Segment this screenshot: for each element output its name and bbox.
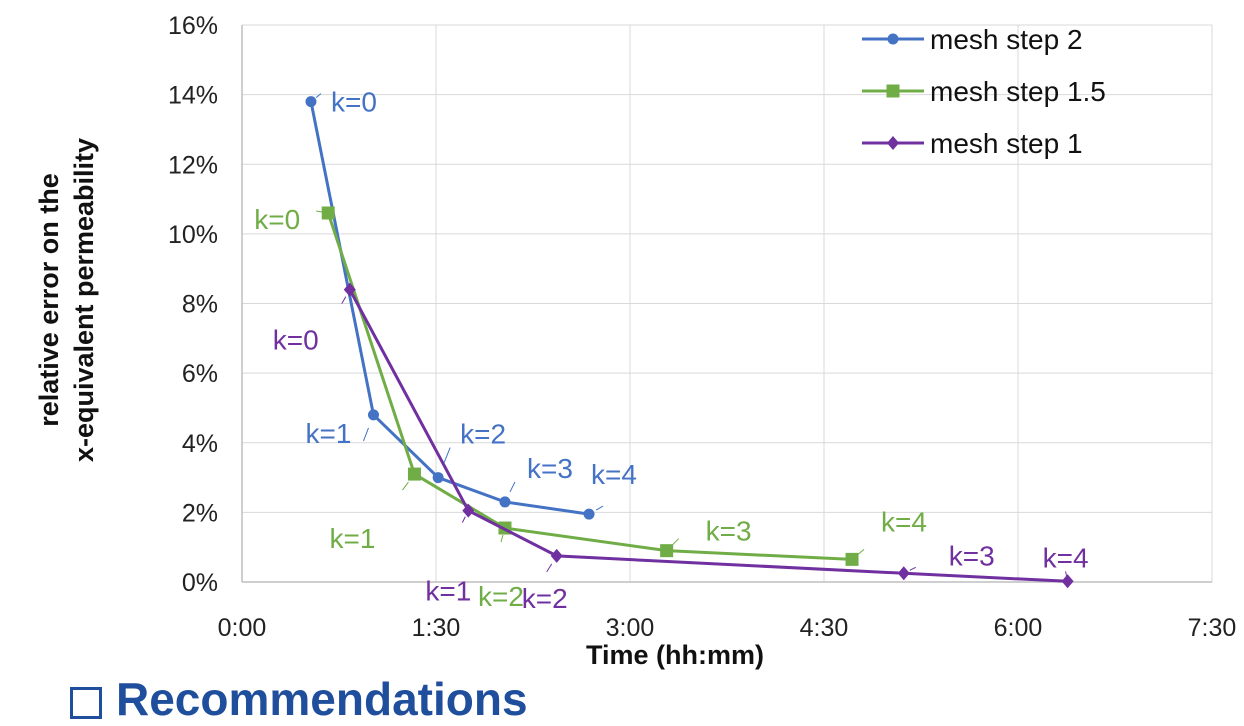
label-leader-line bbox=[315, 93, 322, 98]
y-tick-label: 16% bbox=[168, 12, 218, 40]
y-axis-title-line2: x-equivalent permeability bbox=[69, 138, 99, 462]
label-leader-line bbox=[672, 538, 679, 546]
y-tick-label: 6% bbox=[182, 360, 218, 388]
data-point-label: k=4 bbox=[1043, 542, 1089, 573]
x-axis-ticks: 0:00 1:30 3:00 4:30 6:00 7:30 bbox=[218, 614, 1237, 642]
data-point bbox=[1061, 574, 1074, 589]
y-tick-label: 4% bbox=[182, 430, 218, 458]
label-leader-line bbox=[509, 481, 516, 493]
data-point-label: k=2 bbox=[460, 419, 506, 450]
series-3 bbox=[343, 282, 1074, 589]
recommendations-heading-text: Recommendations bbox=[116, 673, 528, 725]
label-leader-line bbox=[500, 534, 504, 543]
label-leader-line bbox=[341, 296, 347, 304]
data-point-label: k=4 bbox=[591, 459, 637, 490]
series-1 bbox=[305, 96, 595, 520]
label-leader-line bbox=[595, 505, 604, 511]
x-tick-label: 0:00 bbox=[218, 614, 267, 642]
legend-item-2: mesh step 1.5 bbox=[862, 76, 1106, 107]
y-axis-title-line1: relative error on the bbox=[34, 173, 64, 427]
data-point bbox=[845, 552, 859, 566]
data-point bbox=[343, 282, 356, 297]
data-point-label: k=2 bbox=[478, 581, 524, 612]
data-point-label: k=0 bbox=[273, 325, 319, 356]
data-point-label: k=0 bbox=[254, 204, 300, 235]
label-leader-line bbox=[363, 427, 369, 442]
data-point bbox=[550, 548, 563, 563]
legend-marker bbox=[886, 84, 900, 98]
data-point-label: k=1 bbox=[425, 576, 471, 607]
y-axis-ticks: 0% 2% 4% 6% 8% 10% 12% 14% 16% bbox=[168, 12, 218, 597]
chart-grid bbox=[242, 24, 1213, 582]
chart-axes bbox=[241, 25, 1212, 583]
data-point-label: k=3 bbox=[706, 516, 752, 547]
label-leader-line bbox=[443, 447, 451, 463]
legend-marker bbox=[887, 33, 899, 45]
data-point-label: k=1 bbox=[329, 523, 375, 554]
data-point-label: k=4 bbox=[881, 506, 927, 537]
y-tick-label: 8% bbox=[182, 291, 218, 319]
label-leader-line bbox=[909, 566, 916, 571]
label-leader-line bbox=[1065, 571, 1068, 577]
data-point bbox=[407, 467, 421, 481]
legend-item-3: mesh step 1 bbox=[862, 128, 1083, 159]
y-tick-label: 0% bbox=[182, 569, 218, 597]
y-tick-label: 10% bbox=[168, 221, 218, 249]
label-leader-line bbox=[461, 516, 466, 523]
label-leader-line bbox=[316, 210, 323, 213]
y-tick-label: 2% bbox=[182, 499, 218, 527]
label-leader-line bbox=[857, 548, 865, 555]
x-tick-label: 1:30 bbox=[412, 614, 461, 642]
data-point-label: k=2 bbox=[522, 583, 568, 614]
data-point bbox=[321, 206, 335, 220]
data-point bbox=[432, 472, 444, 484]
series-line bbox=[326, 212, 853, 561]
y-tick-label: 12% bbox=[168, 151, 218, 179]
x-tick-label: 3:00 bbox=[606, 614, 655, 642]
series-layer bbox=[305, 96, 1074, 589]
legend-label: mesh step 1 bbox=[930, 128, 1083, 159]
recommendations-heading: Recommendations bbox=[70, 672, 528, 726]
data-point-label: k=3 bbox=[527, 453, 573, 484]
x-axis-title: Time (hh:mm) bbox=[586, 640, 764, 670]
legend-marker bbox=[887, 136, 899, 150]
y-tick-label: 14% bbox=[168, 82, 218, 110]
x-tick-label: 6:00 bbox=[994, 614, 1043, 642]
data-point bbox=[660, 544, 674, 558]
checkbox-bullet-icon bbox=[70, 686, 102, 719]
data-point-label: k=3 bbox=[949, 540, 995, 571]
line-chart: 0% 2% 4% 6% 8% 10% 12% 14% 16% 0:00 1:30 3:00 4:30 6… bbox=[34, 12, 1237, 670]
data-point bbox=[305, 96, 317, 108]
data-point bbox=[897, 566, 910, 581]
legend-label: mesh step 2 bbox=[930, 24, 1083, 55]
chart-legend: mesh step 2 mesh step 1.5 mesh step 1 bbox=[862, 24, 1106, 159]
legend-item-1: mesh step 2 bbox=[862, 24, 1083, 55]
legend-label: mesh step 1.5 bbox=[930, 76, 1106, 107]
x-tick-label: 7:30 bbox=[1188, 614, 1237, 642]
data-point bbox=[583, 508, 595, 520]
label-leader-line bbox=[402, 481, 409, 491]
label-leader-line bbox=[546, 563, 553, 573]
data-point bbox=[367, 409, 379, 421]
x-tick-label: 4:30 bbox=[800, 614, 849, 642]
data-point bbox=[462, 503, 475, 518]
data-point-label: k=1 bbox=[306, 418, 352, 449]
point-labels-layer: k=0k=1 k=2k=3 k=4k=0k=1k=2k=3 k=4k=0k=1 k=2k… bbox=[254, 87, 1088, 614]
data-point bbox=[499, 496, 511, 508]
data-point-label: k=0 bbox=[331, 87, 377, 118]
